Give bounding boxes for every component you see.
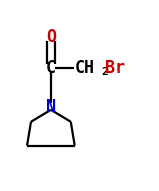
Text: O: O — [46, 28, 56, 46]
Text: CH: CH — [75, 59, 95, 78]
Text: Br: Br — [105, 59, 125, 78]
Text: N: N — [46, 98, 56, 116]
Text: 2: 2 — [101, 67, 108, 77]
Text: C: C — [46, 59, 56, 78]
